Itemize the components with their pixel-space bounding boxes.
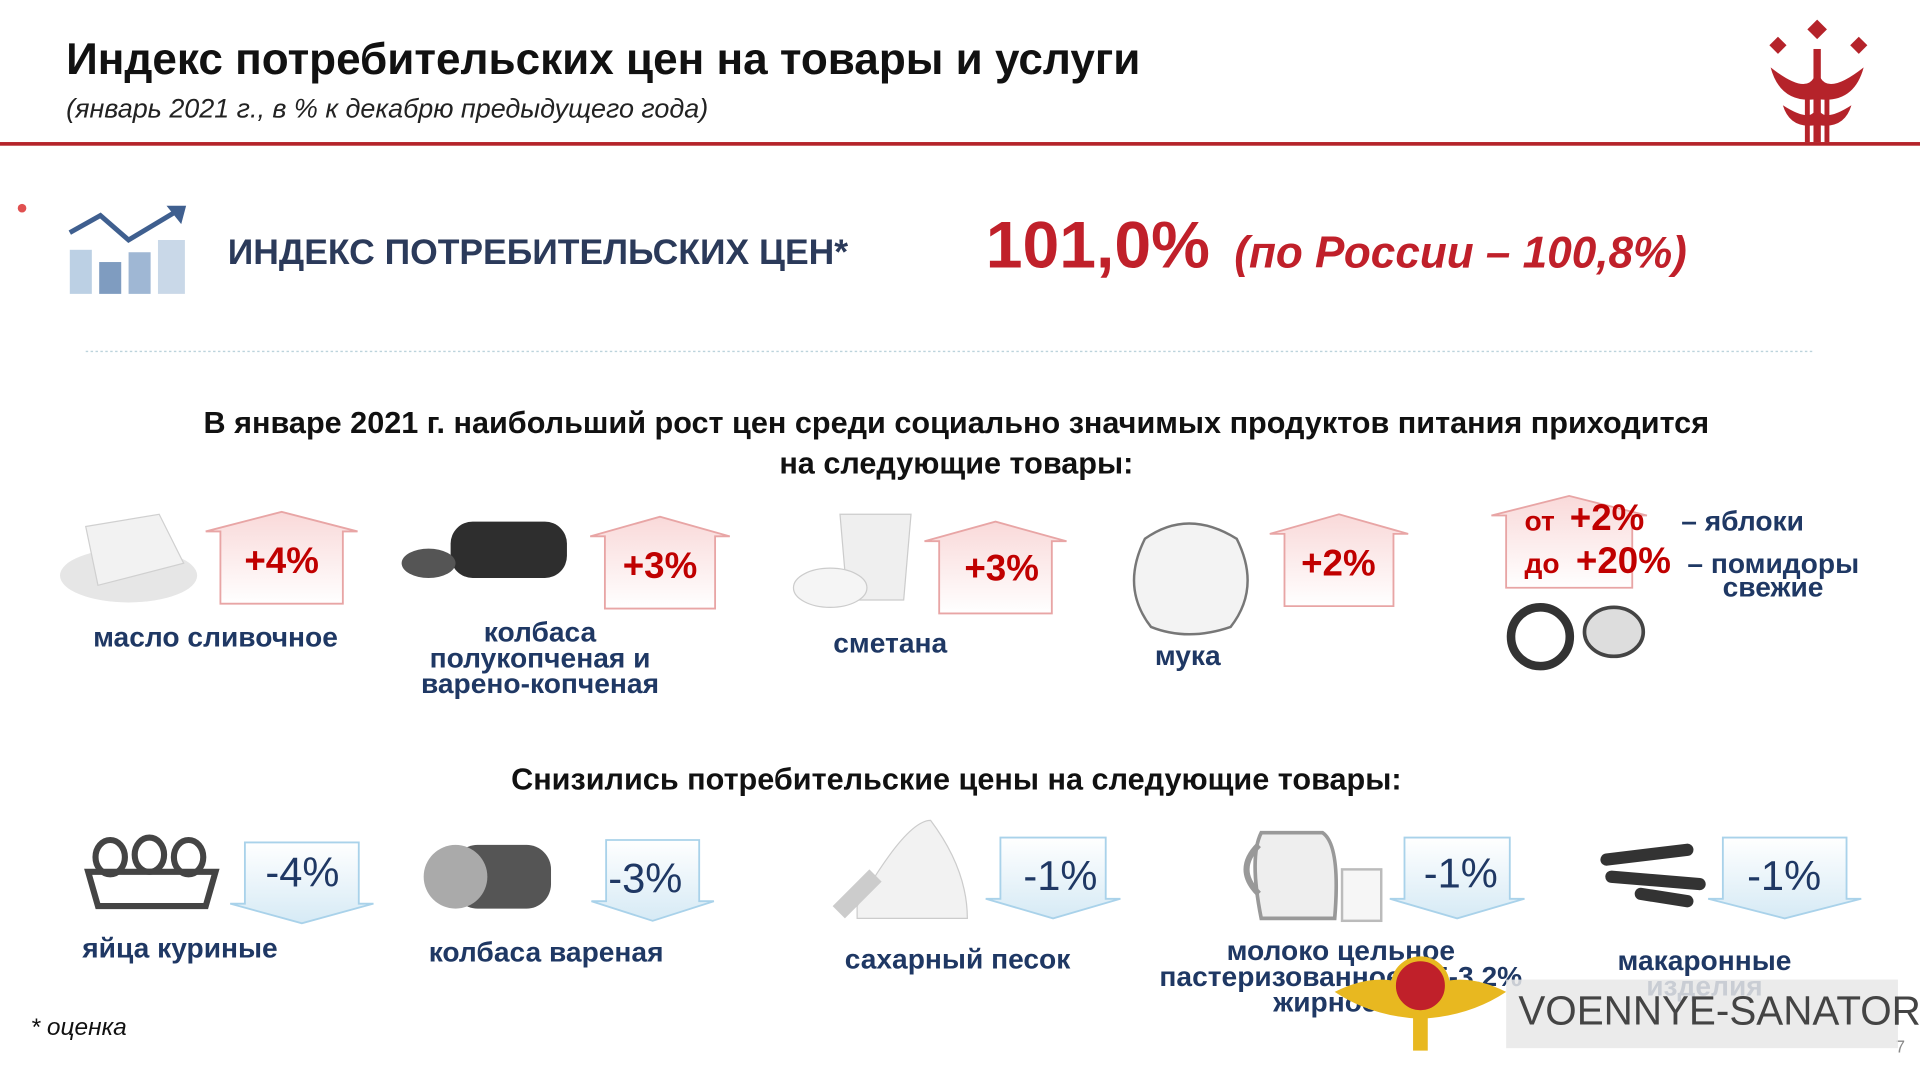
change: -1% bbox=[1747, 852, 1821, 899]
product-label: варено-копченая bbox=[421, 668, 659, 699]
product-label: яйца куриные bbox=[81, 933, 277, 964]
up-arrow bbox=[1491, 494, 1648, 589]
page-number: 7 bbox=[1896, 1037, 1906, 1057]
header-rule bbox=[0, 142, 1920, 146]
watermark: VOENNYE-SANATORII.RU bbox=[1334, 956, 1920, 1051]
change: -1% bbox=[1424, 850, 1498, 897]
change: -3% bbox=[608, 855, 682, 902]
product-label: колбаса вареная bbox=[429, 936, 664, 967]
product-label: масло сливочное bbox=[93, 622, 338, 653]
change: -1% bbox=[1023, 852, 1097, 899]
watermark-text: VOENNYE-SANATORII.RU bbox=[1518, 988, 1920, 1034]
fruit-text: +2% bbox=[1570, 497, 1645, 538]
bullet bbox=[17, 203, 27, 213]
subtitle: (январь 2021 г., в % к декабрю предыдуще… bbox=[66, 93, 708, 123]
product-label: колбаса bbox=[484, 617, 597, 648]
down-arrow bbox=[1707, 836, 1862, 920]
logo bbox=[1769, 19, 1868, 143]
change: +3% bbox=[964, 547, 1039, 588]
index-value: 101,0% bbox=[986, 208, 1210, 282]
decrease-heading: Снизились потребительские цены на следую… bbox=[511, 762, 1401, 796]
product-icons bbox=[60, 513, 1706, 923]
fruit-text: до bbox=[1524, 548, 1559, 579]
fruit-text: – яблоки bbox=[1681, 505, 1804, 536]
increase-heading: на следующие товары: bbox=[779, 446, 1133, 480]
up-arrow bbox=[1269, 513, 1409, 608]
change: +4% bbox=[244, 540, 319, 581]
product-label: сахарный песок bbox=[845, 944, 1072, 975]
index-russia: (по России – 100,8%) bbox=[1234, 229, 1687, 278]
index-label: ИНДЕКС ПОТРЕБИТЕЛЬСКИХ ЦЕН* bbox=[228, 232, 849, 272]
up-arrow bbox=[924, 520, 1067, 615]
fruit-text: от bbox=[1524, 505, 1554, 536]
change: +3% bbox=[623, 545, 698, 586]
change: -4% bbox=[265, 849, 339, 896]
fruit-text: +20% bbox=[1576, 540, 1671, 581]
product-label: макаронные bbox=[1617, 945, 1791, 976]
product-label: полукопченая и bbox=[430, 642, 651, 673]
change: +2% bbox=[1301, 542, 1376, 583]
chart-icon bbox=[68, 205, 187, 294]
footnote: * оценка bbox=[31, 1014, 127, 1041]
fruit-text: свежие bbox=[1723, 571, 1824, 602]
product-label: мука bbox=[1155, 640, 1221, 671]
fruit-text: – помидоры bbox=[1687, 548, 1859, 579]
up-arrow bbox=[589, 515, 731, 610]
product-label: сметана bbox=[833, 628, 947, 659]
down-arrow bbox=[1389, 836, 1525, 920]
title: Индекс потребительских цен на товары и у… bbox=[66, 35, 1140, 84]
increase-heading: В январе 2021 г. наибольший рост цен сре… bbox=[204, 406, 1710, 440]
down-arrow bbox=[229, 841, 374, 925]
up-arrow bbox=[205, 510, 358, 605]
down-arrow bbox=[985, 836, 1121, 920]
down-arrow bbox=[591, 839, 715, 922]
